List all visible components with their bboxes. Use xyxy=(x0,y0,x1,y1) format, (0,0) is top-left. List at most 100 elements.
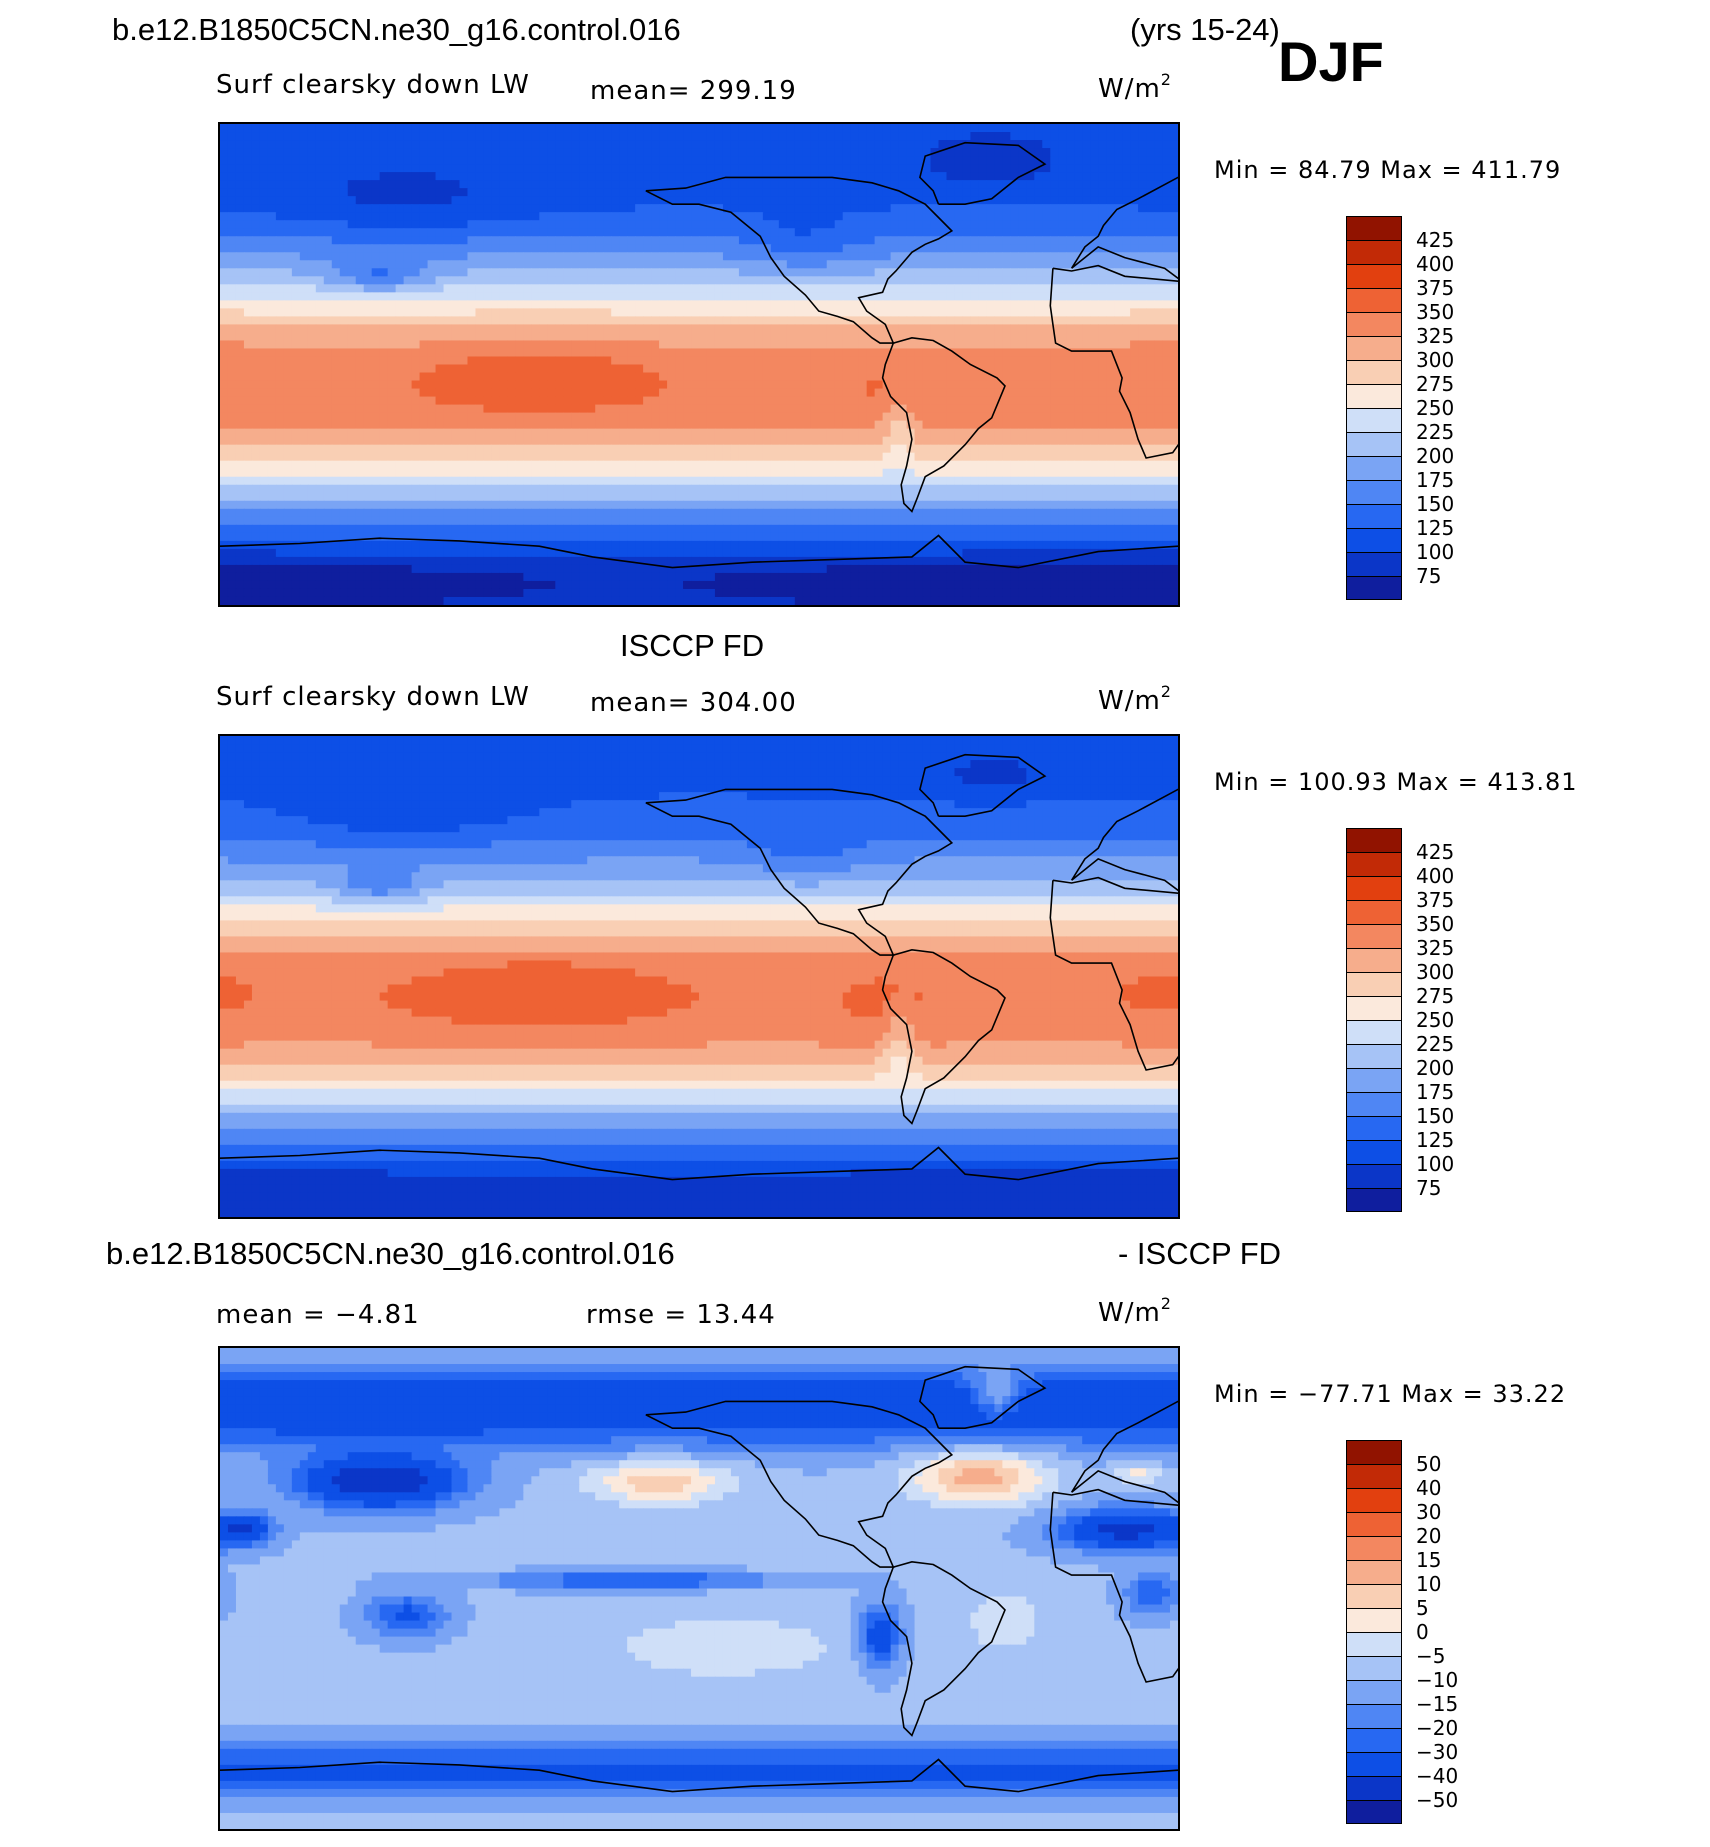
coastline-antarctica xyxy=(220,1146,1178,1181)
coastline-greenland xyxy=(919,753,1047,817)
panel1-legend-swatch xyxy=(1346,552,1402,576)
coastline-greenland xyxy=(919,1365,1047,1429)
panel1-legend-level: 425 xyxy=(1416,230,1454,250)
panel1-legend-level: 100 xyxy=(1416,542,1454,562)
panel1-mean: mean= 299.19 xyxy=(590,78,797,104)
panel3-legend-level: −20 xyxy=(1416,1718,1458,1738)
panel1-legend-level: 300 xyxy=(1416,350,1454,370)
panel2-legend-level: 325 xyxy=(1416,938,1454,958)
panel1-legend-level: 200 xyxy=(1416,446,1454,466)
panel3-legend-level: 0 xyxy=(1416,1622,1429,1642)
panel2-legend-swatch xyxy=(1346,1020,1402,1044)
panel2-legend-swatch xyxy=(1346,876,1402,900)
panel1-legend-level: 275 xyxy=(1416,374,1454,394)
panel3-legend-swatch xyxy=(1346,1464,1402,1488)
panel2-legend-swatch xyxy=(1346,1092,1402,1116)
panel1-legend-level: 375 xyxy=(1416,278,1454,298)
panel3-legend-swatch xyxy=(1346,1584,1402,1608)
panel2-legend-swatch xyxy=(1346,996,1402,1020)
panel3-minmax: Min = −77.71 Max = 33.22 xyxy=(1214,1382,1566,1406)
panel3-legend-level: −15 xyxy=(1416,1694,1458,1714)
panel2-legend-swatch xyxy=(1346,1068,1402,1092)
panel2-legend-level: 425 xyxy=(1416,842,1454,862)
panel2-minmax: Min = 100.93 Max = 413.81 xyxy=(1214,770,1578,794)
panel2-legend-level: 275 xyxy=(1416,986,1454,1006)
panel1-units: W/m2 xyxy=(1098,72,1172,103)
panel1-legend-swatch xyxy=(1346,576,1402,600)
panel2-title: ISCCP FD xyxy=(620,630,764,661)
panel3-title-left: b.e12.B1850C5CN.ne30_g16.control.016 xyxy=(106,1238,675,1269)
panel3-legend-swatch xyxy=(1346,1440,1402,1464)
panel3-map xyxy=(218,1346,1180,1831)
panel2-legend-swatch xyxy=(1346,1044,1402,1068)
panel1-minmax: Min = 84.79 Max = 411.79 xyxy=(1214,158,1561,182)
panel1-legend-level: 325 xyxy=(1416,326,1454,346)
panel1-legend-level: 250 xyxy=(1416,398,1454,418)
panel3-units: W/m2 xyxy=(1098,1296,1172,1327)
panel2-legend-level: 100 xyxy=(1416,1154,1454,1174)
panel2-legend-level: 175 xyxy=(1416,1082,1454,1102)
panel3-legend-swatch xyxy=(1346,1776,1402,1800)
panel3-legend-level: 20 xyxy=(1416,1526,1441,1546)
panel3-legend-swatch xyxy=(1346,1608,1402,1632)
panel2-legend-swatch xyxy=(1346,1116,1402,1140)
panel1-legend-level: 400 xyxy=(1416,254,1454,274)
panel2-legend-level: 75 xyxy=(1416,1178,1441,1198)
panel1-legend-swatch xyxy=(1346,456,1402,480)
panel3-legend: 50 40 30 20 15 10 5 0 −5 −10 −15 −20 −30 −40 −50 xyxy=(1346,1440,1506,1824)
coastline-namerica xyxy=(645,1400,954,1568)
panel3-legend-swatch xyxy=(1346,1680,1402,1704)
panel3-legend-level: 10 xyxy=(1416,1574,1441,1594)
panel3-legend-level: 40 xyxy=(1416,1478,1441,1498)
panel2-legend-level: 125 xyxy=(1416,1130,1454,1150)
coastline-greenland xyxy=(919,141,1047,205)
panel3-mean: mean = −4.81 xyxy=(216,1302,420,1328)
panel2-legend-level: 400 xyxy=(1416,866,1454,886)
coastline-samerica xyxy=(881,336,1006,513)
panel1-legend-level: 75 xyxy=(1416,566,1441,586)
panel1-legend-swatch xyxy=(1346,216,1402,240)
coastline-africa xyxy=(1049,1488,1178,1683)
panel1-legend-swatch xyxy=(1346,432,1402,456)
panel3-legend-level: −10 xyxy=(1416,1670,1458,1690)
panel2-legend: 425 400 375 350 325 300 275 250 225 200 175 150 125 1… xyxy=(1346,828,1506,1212)
panel3-legend-level: 30 xyxy=(1416,1502,1441,1522)
panel1-legend-swatch xyxy=(1346,336,1402,360)
panel3-legend-swatch xyxy=(1346,1632,1402,1656)
panel3-legend-swatch xyxy=(1346,1488,1402,1512)
panel1-legend-swatch xyxy=(1346,384,1402,408)
panel3-legend-level: 50 xyxy=(1416,1454,1441,1474)
panel2-legend-level: 200 xyxy=(1416,1058,1454,1078)
coastline-europeAsia xyxy=(1070,788,1178,892)
panel2-map xyxy=(218,734,1180,1219)
panel2-legend-level: 350 xyxy=(1416,914,1454,934)
coastline-africa xyxy=(1049,876,1178,1071)
panel2-legend-swatch xyxy=(1346,924,1402,948)
panel1-legend-swatch xyxy=(1346,528,1402,552)
panel3-legend-level: −50 xyxy=(1416,1790,1458,1810)
panel1-legend-swatch xyxy=(1346,312,1402,336)
coastline-antarctica xyxy=(220,534,1178,569)
panel1-map xyxy=(218,122,1180,607)
panel2-legend-level: 225 xyxy=(1416,1034,1454,1054)
panel1-legend-level: 150 xyxy=(1416,494,1454,514)
panel1-legend-swatch xyxy=(1346,504,1402,528)
panel1-legend-swatch xyxy=(1346,408,1402,432)
panel1-legend-swatch xyxy=(1346,264,1402,288)
panel1-legend-swatch xyxy=(1346,288,1402,312)
panel2-mean: mean= 304.00 xyxy=(590,690,797,716)
panel2-legend-swatch xyxy=(1346,1188,1402,1212)
panel3-legend-swatch xyxy=(1346,1752,1402,1776)
panel3-legend-swatch xyxy=(1346,1728,1402,1752)
panel3-legend-swatch xyxy=(1346,1512,1402,1536)
panel3-legend-swatch xyxy=(1346,1656,1402,1680)
panel2-legend-swatch xyxy=(1346,900,1402,924)
panel1-legend-level: 125 xyxy=(1416,518,1454,538)
coastline-namerica xyxy=(645,788,954,956)
panel1-map-canvas xyxy=(220,124,1178,605)
years-label: (yrs 15-24) xyxy=(1130,14,1280,45)
panel3-legend-level: −30 xyxy=(1416,1742,1458,1762)
panel2-map-canvas xyxy=(220,736,1178,1217)
coastline-africa xyxy=(1049,264,1178,459)
panel2-units: W/m2 xyxy=(1098,684,1172,715)
